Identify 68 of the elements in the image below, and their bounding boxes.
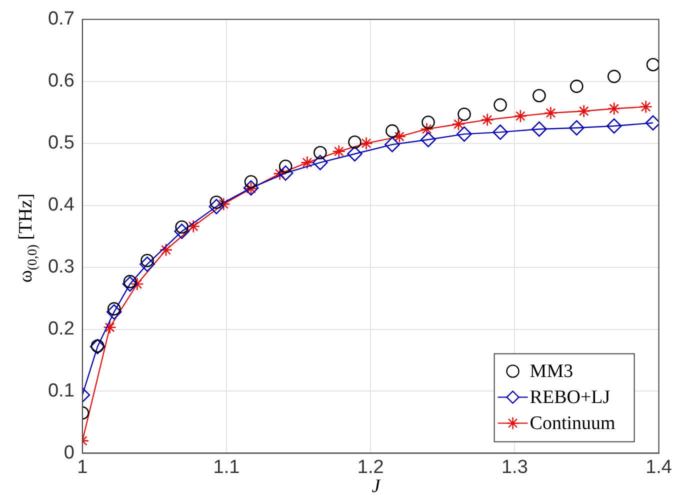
point [210, 196, 224, 209]
x-tick-label: 1 [77, 456, 88, 478]
point [422, 116, 435, 129]
point [130, 277, 144, 291]
point [244, 175, 258, 188]
point [140, 256, 155, 272]
y-tick-label: 0.2 [48, 318, 74, 340]
point [332, 144, 346, 158]
x-tick-label: 1.3 [501, 456, 528, 478]
point [186, 220, 200, 234]
point [386, 124, 399, 138]
x-axis-title: J [372, 476, 380, 498]
point [532, 88, 546, 102]
point [480, 113, 494, 126]
point [208, 198, 224, 214]
point [570, 80, 584, 93]
x-tick-label: 1.2 [357, 456, 384, 478]
point [577, 104, 591, 118]
y-tick-label: 0.3 [48, 256, 74, 278]
x-tick-label: 1.4 [646, 456, 672, 478]
point [384, 136, 400, 152]
point [494, 98, 507, 112]
point [569, 120, 584, 136]
point [360, 136, 373, 150]
legend-label: REBO+LJ [530, 387, 610, 408]
point [175, 220, 188, 234]
point [456, 126, 472, 142]
point [123, 274, 137, 288]
point [122, 276, 138, 292]
point [314, 146, 327, 160]
x-tick-label: 1.1 [213, 456, 240, 478]
y-tick-label: 0.4 [48, 194, 75, 216]
point [348, 135, 362, 149]
y-tick-label: 0.5 [48, 132, 74, 154]
y-tick-label: 0.6 [48, 70, 74, 92]
point [347, 146, 362, 162]
point [607, 102, 621, 116]
point [544, 106, 558, 120]
point [312, 154, 328, 170]
y-tick-label: 0.1 [48, 380, 74, 402]
point [514, 109, 528, 123]
point [107, 302, 121, 316]
point [607, 70, 621, 84]
point [216, 197, 230, 211]
point [140, 254, 154, 268]
point [639, 100, 652, 114]
point [606, 118, 622, 134]
point [300, 156, 314, 170]
point [420, 122, 434, 136]
point [392, 130, 406, 144]
legend-label: MM3 [530, 361, 574, 382]
y-tick-label: 0.7 [48, 8, 74, 30]
point [103, 320, 116, 334]
point [159, 243, 173, 257]
point [174, 224, 190, 239]
point [452, 117, 466, 131]
point [532, 121, 547, 137]
point [278, 160, 292, 173]
point [646, 58, 659, 72]
point [645, 115, 659, 131]
point [273, 167, 286, 180]
point [458, 108, 471, 121]
legend-label: Continuum [530, 413, 616, 434]
point [106, 304, 122, 320]
point [278, 165, 294, 181]
y-tick-label: 0 [64, 442, 74, 464]
point [420, 132, 436, 148]
point [492, 124, 508, 140]
